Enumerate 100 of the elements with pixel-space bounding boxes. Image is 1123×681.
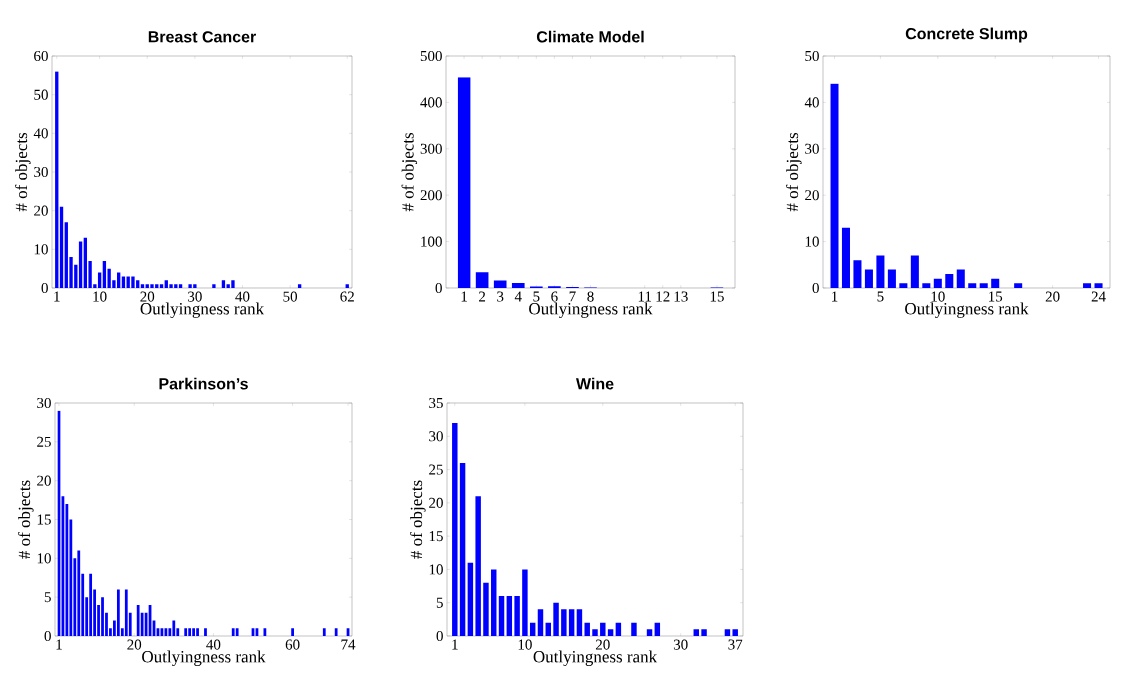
bar [568, 609, 575, 636]
x-axis-title: Outlyingness rank [533, 650, 658, 666]
y-tick-label: 30 [37, 397, 51, 409]
bar [457, 77, 471, 288]
bar [297, 284, 302, 288]
bar [498, 596, 505, 636]
bar [600, 622, 606, 636]
y-tick-label: 10 [429, 564, 443, 575]
y-tick-label: 20 [34, 205, 48, 216]
bar [945, 274, 954, 288]
bar [467, 562, 474, 636]
x-tick-label: 30 [673, 639, 688, 650]
bar [178, 284, 183, 288]
bar [102, 260, 107, 288]
bar [231, 280, 235, 288]
chart-title: Climate Model [536, 30, 644, 43]
bar [159, 284, 164, 288]
x-tick-label: 8 [587, 291, 594, 302]
y-tick-label: 30 [805, 143, 819, 154]
bar [956, 269, 965, 288]
bar [164, 628, 168, 636]
y-tick-label: 10 [37, 553, 51, 564]
bar [968, 283, 977, 288]
bar [922, 283, 931, 288]
bar [235, 628, 239, 636]
x-tick-label: 11 [638, 291, 652, 302]
y-tick-label: 35 [429, 397, 443, 409]
bar [631, 622, 637, 636]
x-tick-label: 2 [479, 291, 486, 302]
bar [345, 284, 349, 288]
bar [607, 629, 614, 636]
bar [887, 269, 896, 288]
x-tick-label: 24 [1091, 291, 1106, 302]
bar [212, 284, 216, 288]
bar [188, 628, 192, 636]
bar [131, 276, 135, 288]
bar [1083, 283, 1092, 288]
y-tick-label: 50 [34, 89, 48, 100]
bar [933, 278, 942, 288]
x-axis-title: Outlyingness rank [140, 302, 265, 318]
y-tick-label: 10 [805, 236, 819, 247]
y-tick-label: 200 [420, 190, 442, 201]
y-tick-label: 30 [429, 431, 443, 442]
bar [459, 462, 466, 636]
bar [55, 71, 59, 288]
bar [864, 269, 873, 288]
bar [1094, 283, 1103, 288]
bar [537, 609, 544, 636]
x-axis-title: Outlyingness rank [905, 302, 1029, 318]
x-tick-label: 7 [569, 291, 576, 302]
bar [192, 628, 195, 636]
x-tick-label: 5 [533, 291, 540, 302]
bar [979, 283, 988, 288]
bar [830, 83, 839, 288]
bar [701, 629, 707, 636]
bar [899, 283, 908, 288]
x-tick-label: 13 [674, 291, 688, 302]
x-tick-label: 15 [989, 291, 1003, 302]
bar [172, 620, 176, 636]
x-tick-label: 20 [595, 639, 610, 650]
bar [101, 597, 104, 636]
x-tick-label: 30 [188, 291, 202, 302]
bar [77, 550, 81, 636]
y-tick-label: 5 [436, 597, 443, 608]
bar [1014, 283, 1023, 288]
y-tick-label: 0 [44, 630, 51, 642]
bar [514, 596, 520, 636]
x-tick-label: 10 [518, 639, 532, 650]
chart-title: Breast Cancer [148, 31, 256, 43]
bar [196, 628, 199, 636]
y-tick-label: 0 [41, 282, 48, 294]
y-axis-title: # of objects [401, 132, 418, 212]
x-tick-label: 40 [206, 639, 221, 650]
bar [491, 569, 497, 636]
chart-title: Concrete Slump [905, 27, 1028, 43]
bar [231, 628, 235, 636]
y-tick-label: 15 [429, 531, 443, 542]
x-tick-label: 15 [710, 291, 724, 302]
bar [511, 282, 525, 288]
x-tick-label: 1 [54, 291, 60, 302]
y-tick-label: 15 [37, 514, 51, 525]
bar [475, 272, 489, 288]
x-tick-label: 12 [656, 291, 670, 302]
x-tick-label: 74 [341, 639, 356, 650]
bar [991, 278, 1000, 288]
y-tick-label: 0 [812, 282, 819, 294]
y-tick-label: 40 [804, 97, 819, 108]
y-tick-label: 60 [34, 50, 48, 62]
y-axis-title: # of objects [786, 132, 802, 212]
bar [646, 629, 653, 636]
y-tick-label: 25 [37, 436, 51, 447]
x-tick-label: 5 [877, 291, 884, 302]
x-tick-label: 60 [285, 639, 300, 650]
y-tick-label: 0 [435, 282, 442, 294]
chart-title: Wine [575, 377, 614, 390]
bar [553, 602, 559, 636]
x-tick-label: 40 [235, 291, 250, 302]
bar [124, 589, 128, 636]
bar [221, 280, 226, 288]
bar [204, 628, 207, 636]
